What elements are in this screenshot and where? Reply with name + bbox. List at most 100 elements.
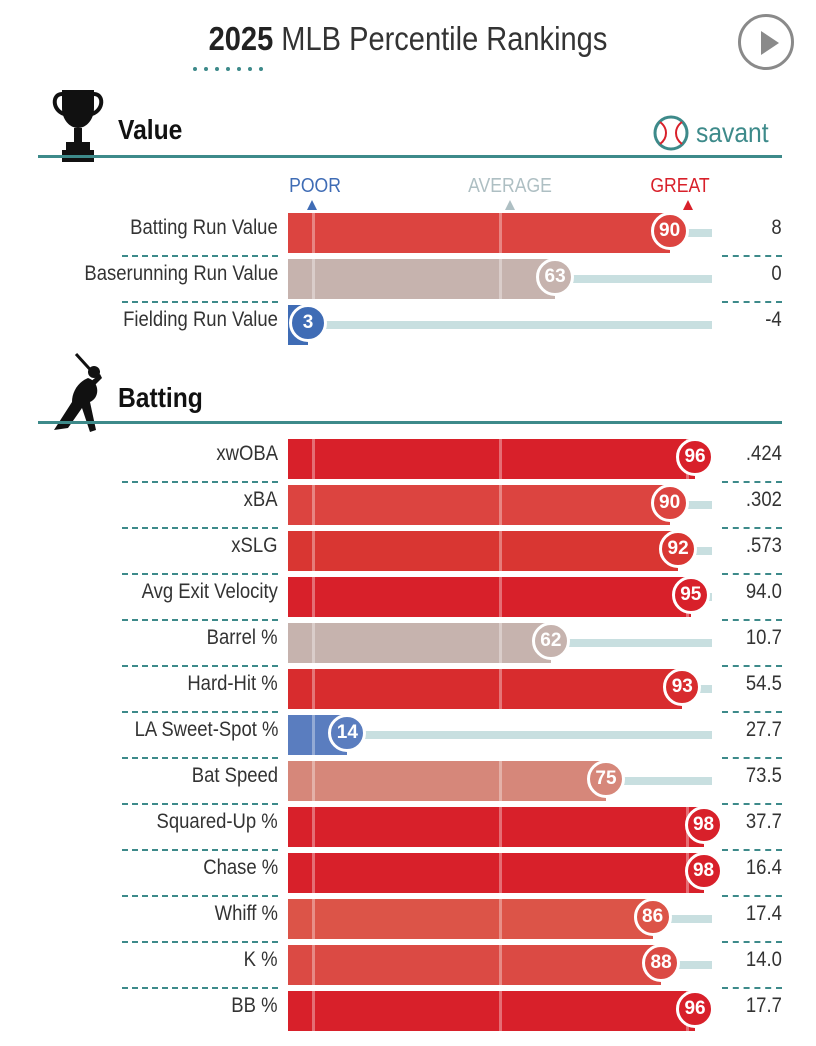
metric-label: BB % xyxy=(231,994,278,1017)
percentile-bar xyxy=(288,853,704,893)
scale-marker-line xyxy=(312,991,316,1031)
row-divider xyxy=(122,301,278,303)
percentile-bar xyxy=(288,531,679,571)
page-title: 2025 MLB Percentile Rankings xyxy=(49,20,767,58)
scale-marker-line xyxy=(312,715,316,755)
metric-label: Batting Run Value xyxy=(130,216,278,239)
metric-value: 0 xyxy=(771,262,782,285)
metric-row[interactable]: Squared-Up % 98 37.7 xyxy=(0,804,816,851)
percentile-bar xyxy=(288,945,662,985)
percentile-bar xyxy=(288,669,683,709)
metric-label: xBA xyxy=(244,488,278,511)
scale-marker-line xyxy=(499,945,502,985)
metric-label: xwOBA xyxy=(216,442,278,465)
metric-label: Hard-Hit % xyxy=(187,672,278,695)
metric-value: .302 xyxy=(746,488,782,511)
row-divider xyxy=(722,987,782,989)
scale-marker-line xyxy=(499,899,502,939)
metric-row[interactable]: xwOBA 96 .424 xyxy=(0,436,816,483)
percentile-bubble: 96 xyxy=(676,438,715,476)
percentile-bubble: 98 xyxy=(684,852,723,890)
section-rule xyxy=(38,421,782,424)
row-divider xyxy=(722,757,782,759)
scale-label-great: GREAT xyxy=(650,175,710,197)
metric-row[interactable]: Chase % 98 16.4 xyxy=(0,850,816,897)
row-divider xyxy=(722,941,782,943)
baseball-icon xyxy=(653,115,689,151)
metric-row[interactable]: xBA 90 .302 xyxy=(0,482,816,529)
metric-row[interactable]: Hard-Hit % 93 54.5 xyxy=(0,666,816,713)
metric-row[interactable]: Bat Speed 75 73.5 xyxy=(0,758,816,805)
scale-marker-line xyxy=(312,485,316,525)
row-divider xyxy=(122,987,278,989)
metric-value: 17.7 xyxy=(746,994,782,1017)
scale-marker-line xyxy=(312,531,316,571)
row-divider xyxy=(122,573,278,575)
metric-row[interactable]: Whiff % 86 17.4 xyxy=(0,896,816,943)
metric-value: 16.4 xyxy=(746,856,782,879)
row-divider xyxy=(722,573,782,575)
metric-label: Squared-Up % xyxy=(156,810,278,833)
percentile-bubble: 98 xyxy=(684,806,723,844)
scale-marker-line xyxy=(499,991,502,1031)
percentile-bubble: 93 xyxy=(663,668,702,706)
percentile-bubble: 90 xyxy=(650,484,689,522)
metric-value: -4 xyxy=(765,308,782,331)
metric-row[interactable]: K % 88 14.0 xyxy=(0,942,816,989)
metric-row[interactable]: xSLG 92 .573 xyxy=(0,528,816,575)
metric-value: 10.7 xyxy=(746,626,782,649)
metric-value: 94.0 xyxy=(746,580,782,603)
metric-row[interactable]: Barrel % 62 10.7 xyxy=(0,620,816,667)
metric-label: Bat Speed xyxy=(191,764,278,787)
percentile-bubble: 14 xyxy=(328,714,367,752)
metric-label: Barrel % xyxy=(207,626,278,649)
title-text: MLB Percentile Rankings xyxy=(281,20,608,57)
row-divider xyxy=(122,803,278,805)
percentile-bubble: 95 xyxy=(671,576,710,614)
percentile-bubble: 63 xyxy=(536,258,575,296)
row-divider xyxy=(122,849,278,851)
percentile-bubble: 3 xyxy=(289,304,327,342)
batter-icon xyxy=(54,352,102,432)
great-arrow-icon xyxy=(683,200,693,210)
metric-row[interactable]: Avg Exit Velocity 95 94.0 xyxy=(0,574,816,621)
percentile-bubble: 92 xyxy=(659,530,698,568)
scale-marker-line xyxy=(312,439,316,479)
play-icon xyxy=(761,31,779,55)
savant-logo[interactable]: savant xyxy=(652,114,779,152)
batting-section-header: Batting xyxy=(38,352,782,434)
percentile-track xyxy=(288,321,712,329)
row-divider xyxy=(722,803,782,805)
row-divider xyxy=(122,941,278,943)
scale-marker-line xyxy=(312,807,316,847)
section-title-batting: Batting xyxy=(118,382,203,413)
metric-row[interactable]: BB % 96 17.7 xyxy=(0,988,816,1034)
scale-marker-line xyxy=(499,485,502,525)
percentile-bubble: 62 xyxy=(531,622,570,660)
metric-label: Chase % xyxy=(203,856,278,879)
percentile-bar xyxy=(288,899,653,939)
row-divider xyxy=(122,619,278,621)
title-year: 2025 xyxy=(208,20,274,57)
row-divider xyxy=(722,849,782,851)
metric-row[interactable]: Batting Run Value 90 8 xyxy=(0,210,816,257)
metric-label: Whiff % xyxy=(214,902,278,925)
metric-row[interactable]: Baserunning Run Value 63 0 xyxy=(0,256,816,303)
scale-marker-line xyxy=(312,213,316,253)
row-divider xyxy=(722,481,782,483)
play-button[interactable] xyxy=(738,14,794,70)
row-divider xyxy=(122,481,278,483)
row-divider xyxy=(722,665,782,667)
scale-marker-line xyxy=(499,807,502,847)
trophy-icon xyxy=(52,90,104,162)
scale-label-average: AVERAGE xyxy=(468,175,552,197)
scale-marker-line xyxy=(499,577,502,617)
metric-label: Avg Exit Velocity xyxy=(141,580,278,603)
metric-value: 27.7 xyxy=(746,718,782,741)
scale-marker-line xyxy=(312,853,316,893)
metric-value: .573 xyxy=(746,534,782,557)
metric-row[interactable]: Fielding Run Value 3 -4 xyxy=(0,302,816,348)
scale-marker-line xyxy=(499,761,502,801)
value-section-header: Value savant xyxy=(38,88,782,162)
metric-row[interactable]: LA Sweet-Spot % 14 27.7 xyxy=(0,712,816,759)
